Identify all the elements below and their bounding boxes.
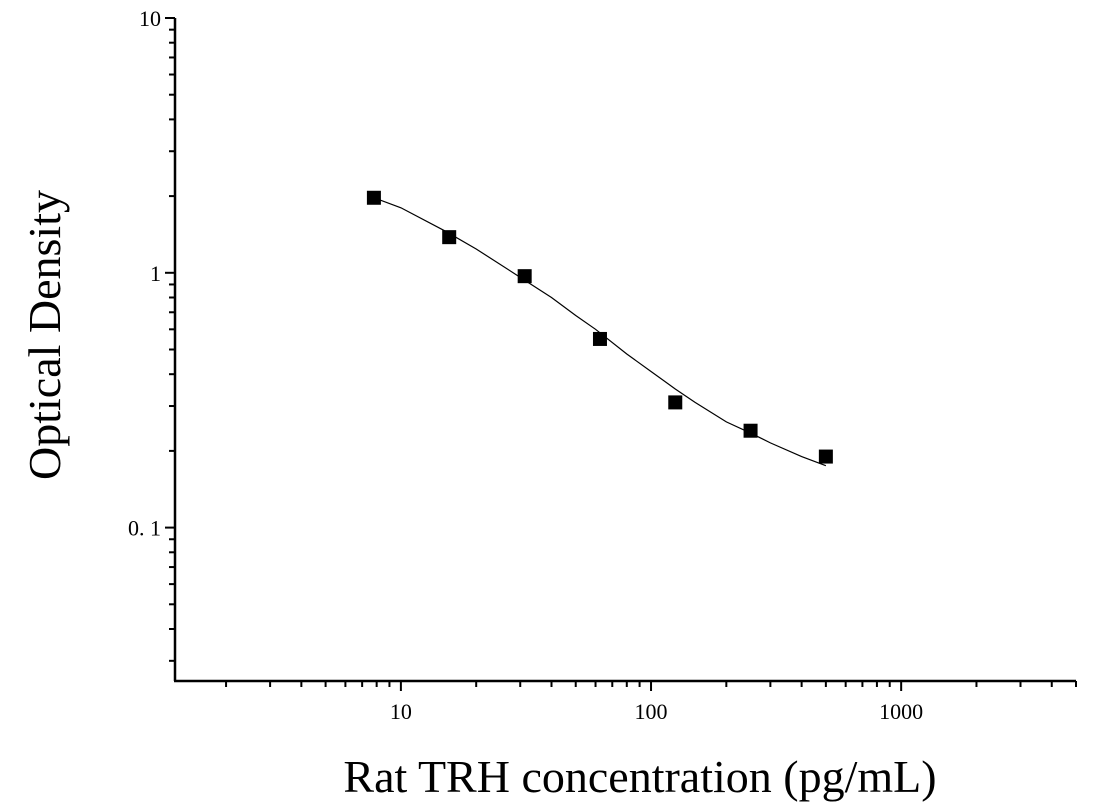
x-tick-label: 100 [635, 699, 668, 724]
data-point [743, 423, 758, 438]
y-tick-label: 10 [139, 6, 161, 31]
y-tick-label: 1 [150, 261, 161, 286]
x-tick-label: 1000 [879, 699, 923, 724]
y-axis-title: Optical Density [19, 190, 70, 480]
x-axis-title: Rat TRH concentration (pg/mL) [343, 751, 936, 802]
fit-curve [373, 197, 827, 467]
data-markers [366, 190, 833, 464]
tick-labels: 10 100 1000 0. 1 1 10 [128, 6, 923, 724]
data-point [517, 269, 532, 284]
fit-curve-layer [373, 197, 827, 467]
y-tick-label: 0. 1 [128, 516, 161, 541]
data-point [442, 230, 457, 245]
data-point [668, 395, 683, 410]
data-point [818, 449, 833, 464]
data-point [592, 331, 607, 346]
x-tick-label: 10 [390, 699, 412, 724]
data-point [366, 190, 381, 205]
axes [165, 17, 1077, 691]
